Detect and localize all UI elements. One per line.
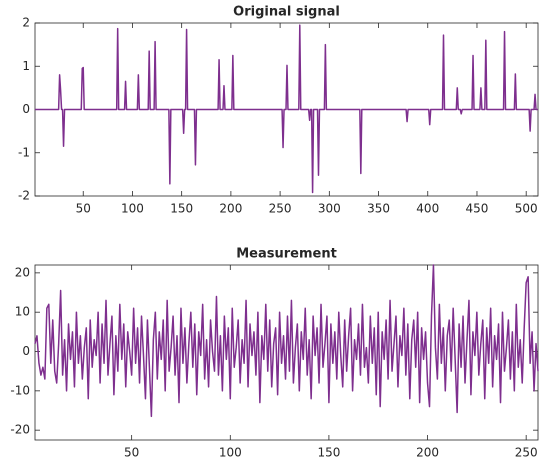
x-tick-label: 400 [416,202,439,216]
x-tick-label: 450 [466,202,489,216]
x-tick-label: 200 [219,202,242,216]
x-tick-label: 200 [416,446,439,460]
x-tick-label: 300 [318,202,341,216]
x-tick-label: 50 [76,202,91,216]
y-tick-label: -1 [18,145,30,159]
y-tick-label: 20 [15,265,30,279]
y-tick-label: -2 [18,189,30,203]
chart-title: Original signal [233,5,340,20]
x-tick-label: 100 [219,446,242,460]
y-tick-label: 1 [22,59,30,73]
x-tick-label: 250 [269,202,292,216]
x-tick-label: 150 [317,446,340,460]
y-tick-label: 10 [15,305,30,319]
y-tick-label: 2 [22,16,30,30]
y-tick-label: 0 [22,344,30,358]
x-tick-label: 50 [124,446,139,460]
axes-box [34,264,539,441]
y-tick-label: -20 [10,423,30,437]
y-tick-label: -10 [10,383,30,397]
x-tick-label: 100 [121,202,144,216]
x-tick-label: 500 [515,202,538,216]
x-tick-label: 150 [170,202,193,216]
x-tick-label: 350 [367,202,390,216]
y-tick-label: 0 [22,102,30,116]
chart-title: Measurement [236,247,337,262]
signal-line [35,24,538,194]
signal-line [34,264,539,418]
x-tick-label: 250 [515,446,538,460]
